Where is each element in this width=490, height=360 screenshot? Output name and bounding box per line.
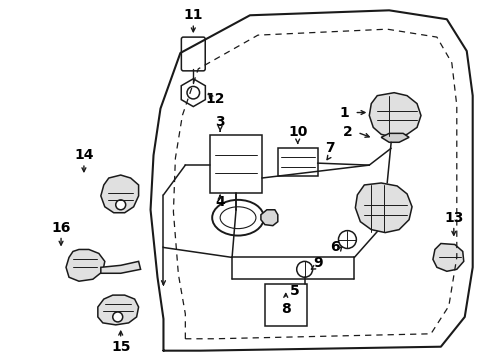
Polygon shape (101, 175, 139, 213)
Text: 16: 16 (51, 221, 71, 235)
Text: 7: 7 (325, 141, 334, 155)
Text: 5: 5 (290, 284, 299, 298)
Polygon shape (66, 249, 105, 281)
Text: 14: 14 (74, 148, 94, 162)
Text: 11: 11 (184, 8, 203, 22)
Text: 3: 3 (215, 116, 225, 130)
Circle shape (297, 261, 313, 277)
Text: 8: 8 (281, 302, 291, 316)
Ellipse shape (212, 200, 264, 235)
Circle shape (339, 231, 356, 248)
Circle shape (116, 200, 125, 210)
Circle shape (187, 86, 199, 99)
Bar (278, 148, 318, 176)
Text: 15: 15 (111, 340, 130, 354)
Polygon shape (98, 295, 139, 325)
Polygon shape (433, 243, 464, 271)
Text: 13: 13 (444, 211, 464, 225)
Bar (265, 284, 307, 326)
Polygon shape (355, 183, 412, 233)
Text: 6: 6 (330, 240, 339, 255)
Circle shape (113, 312, 122, 322)
Text: 2: 2 (343, 125, 352, 139)
Polygon shape (261, 210, 278, 226)
Polygon shape (101, 261, 141, 273)
Text: 4: 4 (215, 195, 225, 209)
Polygon shape (381, 133, 409, 142)
Ellipse shape (220, 207, 256, 229)
Polygon shape (369, 93, 421, 137)
Bar (210, 135, 262, 193)
Polygon shape (181, 79, 205, 107)
Text: 1: 1 (340, 105, 349, 120)
Text: 12: 12 (205, 92, 225, 105)
Text: 10: 10 (288, 125, 307, 139)
Text: 9: 9 (313, 256, 322, 270)
FancyBboxPatch shape (181, 37, 205, 71)
